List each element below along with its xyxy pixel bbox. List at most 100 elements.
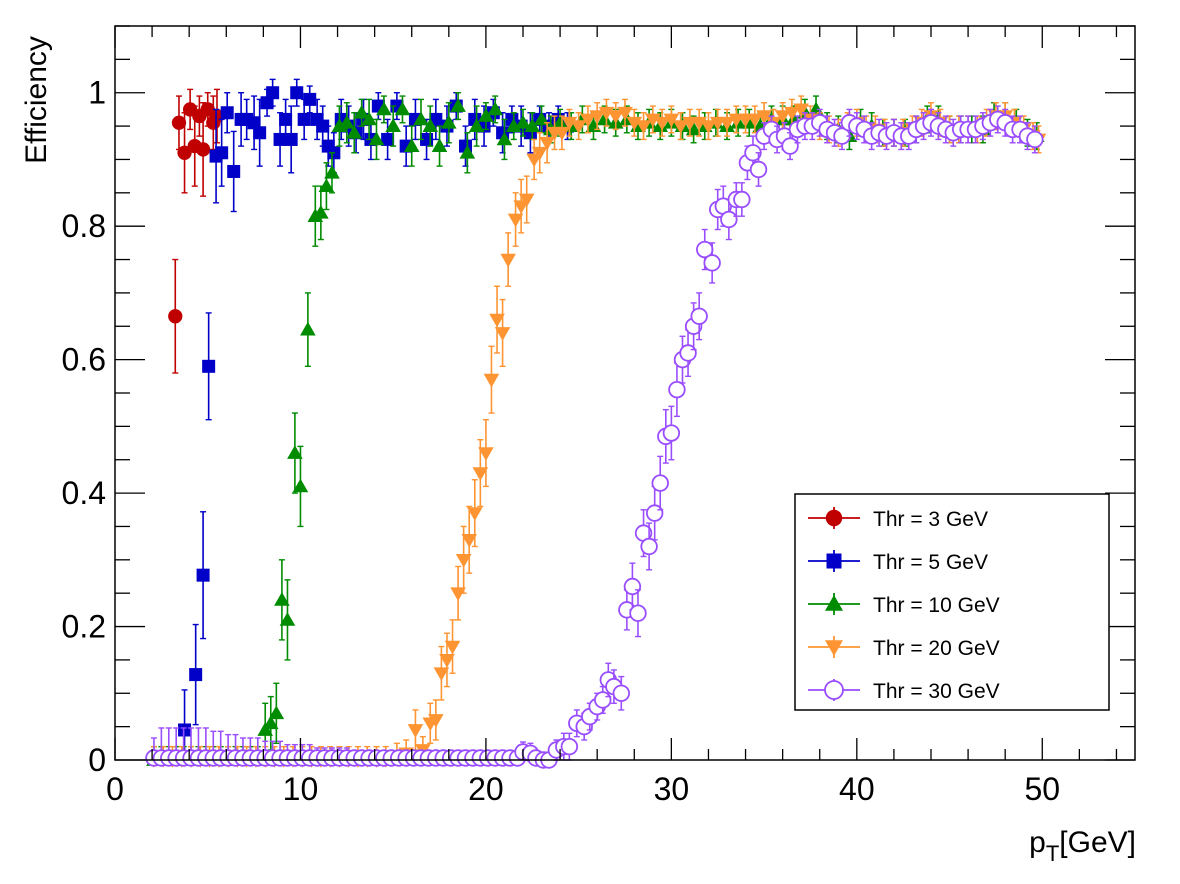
- marker: [196, 568, 210, 582]
- legend-entry: Thr = 5 GeV: [808, 550, 988, 574]
- x-tick-label: 50: [1024, 771, 1060, 807]
- data-point: [733, 182, 751, 217]
- marker: [394, 101, 411, 116]
- marker: [171, 115, 187, 130]
- data-point: [749, 152, 768, 187]
- data-point: [385, 105, 401, 147]
- marker: [478, 108, 494, 122]
- data-point: [361, 98, 377, 141]
- marker: [439, 654, 455, 668]
- data-point: [690, 292, 708, 341]
- marker: [515, 114, 531, 129]
- marker: [607, 110, 624, 124]
- data-point: [428, 699, 444, 741]
- marker: [368, 131, 385, 146]
- marker: [518, 193, 535, 208]
- data-point: [617, 98, 633, 127]
- marker: [324, 165, 340, 179]
- marker: [570, 120, 587, 134]
- data-point: [672, 112, 689, 141]
- data-point: [287, 412, 303, 494]
- data-point: [441, 102, 457, 144]
- marker: [361, 111, 377, 126]
- legend-label: Thr = 5 GeV: [873, 551, 988, 574]
- y-tick-label: 1: [88, 75, 106, 111]
- marker: [189, 668, 203, 682]
- marker: [441, 114, 457, 129]
- data-point: [310, 98, 324, 141]
- data-point: [381, 118, 395, 161]
- marker: [202, 359, 216, 373]
- marker: [431, 138, 448, 152]
- data-point: [171, 95, 187, 151]
- legend-marker: [824, 680, 844, 700]
- marker: [774, 110, 791, 124]
- marker: [318, 178, 335, 192]
- data-point: [570, 112, 587, 141]
- data-point: [284, 105, 298, 174]
- y-tick-label: 0.4: [62, 475, 106, 511]
- marker: [284, 132, 298, 146]
- marker: [552, 114, 568, 129]
- marker: [403, 138, 420, 152]
- axis-tick-labels: 0 10 20 30 40 50 0 0.2 0.4 0.6 0.8 1: [62, 75, 1061, 807]
- marker: [719, 116, 735, 131]
- marker: [177, 145, 192, 160]
- marker: [533, 111, 550, 126]
- marker: [496, 131, 513, 146]
- marker: [589, 110, 605, 124]
- marker: [617, 106, 633, 121]
- data-point: [303, 85, 317, 114]
- y-tick-label: 0.6: [62, 342, 106, 378]
- marker: [262, 715, 279, 730]
- marker: [385, 118, 401, 132]
- marker: [300, 321, 316, 336]
- marker: [733, 190, 751, 209]
- marker: [784, 106, 800, 121]
- marker: [455, 553, 472, 568]
- data-point: [376, 95, 392, 124]
- data-point: [489, 285, 505, 354]
- marker: [612, 684, 630, 702]
- axis-ticks: [114, 25, 1135, 761]
- marker: [531, 146, 548, 161]
- marker: [461, 533, 478, 548]
- marker: [450, 587, 466, 601]
- marker: [178, 723, 192, 737]
- data-point: [478, 418, 494, 488]
- data-point: [407, 709, 424, 751]
- marker: [747, 113, 763, 128]
- marker: [215, 146, 229, 160]
- data-point: [444, 619, 461, 674]
- data-layer: [145, 78, 1047, 769]
- marker: [654, 116, 670, 131]
- marker: [781, 137, 799, 155]
- data-point: [300, 292, 316, 368]
- data-point: [196, 511, 210, 640]
- data-point: [720, 198, 738, 241]
- marker: [339, 114, 355, 129]
- data-point: [394, 95, 411, 124]
- data-point: [459, 132, 476, 174]
- marker: [749, 160, 768, 179]
- marker: [668, 380, 686, 399]
- data-point: [554, 115, 570, 151]
- data-point: [494, 298, 511, 368]
- y-tick-label: 0.2: [62, 609, 106, 645]
- data-point: [253, 98, 267, 167]
- x-axis-title-main: p: [1029, 826, 1046, 859]
- x-tick-label: 10: [283, 771, 319, 807]
- y-axis-title: Efficiency: [20, 36, 53, 164]
- marker: [720, 210, 738, 229]
- legend-marker: [826, 553, 842, 569]
- marker: [353, 104, 370, 119]
- data-point: [500, 232, 516, 287]
- marker: [478, 447, 494, 461]
- legend-marker: [825, 640, 843, 656]
- marker: [500, 253, 516, 268]
- marker: [450, 98, 466, 112]
- marker: [274, 592, 290, 606]
- data-point: [220, 92, 234, 134]
- data-point: [318, 162, 335, 211]
